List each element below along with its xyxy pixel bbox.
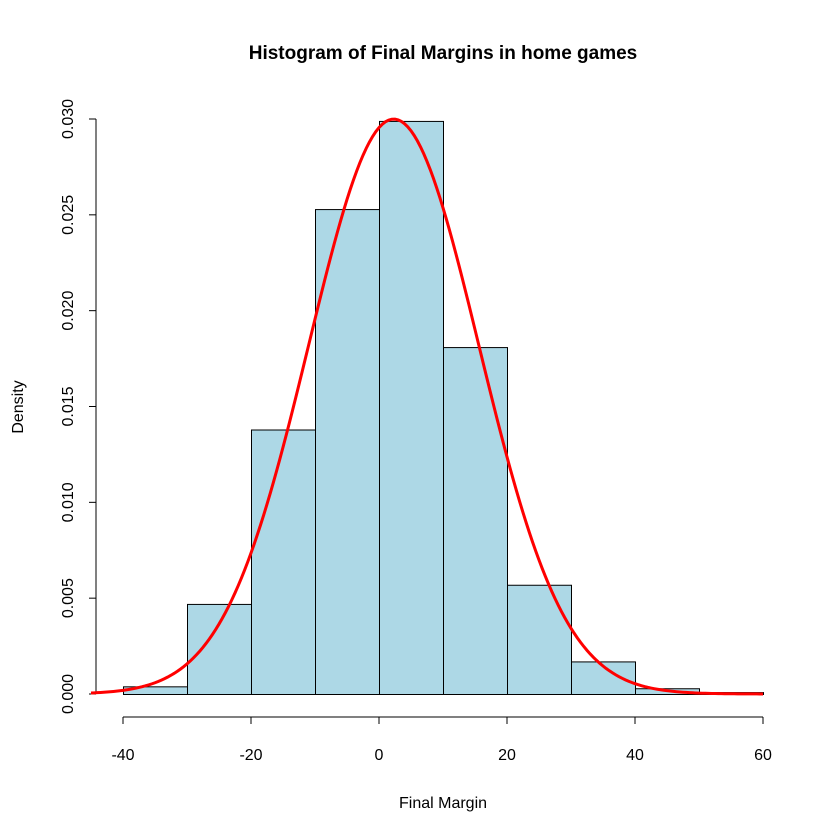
histogram-bar — [187, 603, 252, 696]
x-axis: -40 -20 0 20 40 60 — [111, 716, 772, 764]
x-tick-label: -20 — [239, 747, 262, 764]
x-tick-label: 0 — [375, 747, 384, 764]
density-curve — [90, 117, 764, 696]
y-tick-label: 0.030 — [60, 99, 77, 139]
y-tick-label: 0.005 — [60, 578, 77, 618]
x-tick-label: 60 — [754, 747, 772, 764]
chart-title: Histogram of Final Margins in home games — [249, 43, 638, 64]
x-tick-label: 40 — [626, 747, 644, 764]
y-tick-label: 0.015 — [60, 386, 77, 426]
histogram-bar — [443, 347, 508, 695]
histogram-bars — [123, 120, 764, 696]
x-axis-label: Final Margin — [399, 795, 487, 812]
x-tick-label: 20 — [498, 747, 516, 764]
y-tick-label: 0.000 — [60, 674, 77, 714]
y-axis: 0.000 0.005 0.010 0.015 0.020 0.025 0.030 — [60, 99, 97, 714]
y-tick-label: 0.010 — [60, 482, 77, 522]
histogram-bar — [379, 120, 444, 695]
histogram-bar — [251, 429, 316, 695]
y-tick-label: 0.025 — [60, 195, 77, 235]
x-tick-label: -40 — [111, 747, 134, 764]
y-axis-label: Density — [10, 380, 27, 433]
y-tick-label: 0.020 — [60, 291, 77, 331]
histogram-bar — [507, 584, 572, 695]
